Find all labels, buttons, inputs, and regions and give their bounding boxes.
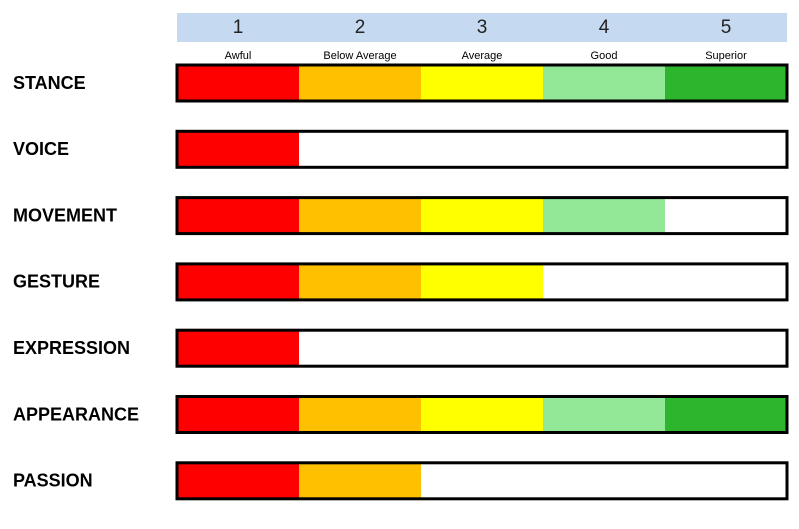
bar-segment <box>177 396 299 433</box>
bar-segment <box>543 65 665 101</box>
header-cell <box>177 13 299 42</box>
header-cell <box>543 13 665 42</box>
level-label: Superior <box>705 50 747 62</box>
header-cell <box>665 13 787 42</box>
bar-segment <box>299 462 421 499</box>
x-tick-label: 2 <box>355 17 366 38</box>
bar-outline <box>175 328 789 368</box>
bar-outline <box>175 262 789 302</box>
bar-outline <box>175 395 789 434</box>
x-tick-label: 3 <box>477 17 488 38</box>
level-label: Good <box>591 50 618 62</box>
bar-segment <box>177 330 299 367</box>
header-cell <box>299 13 421 42</box>
bar-segment <box>421 263 543 300</box>
bar-segment <box>421 396 543 433</box>
category-label: VOICE <box>13 139 69 159</box>
bar-segment <box>177 65 299 101</box>
x-tick-label: 5 <box>721 17 732 38</box>
category-label: PASSION <box>13 471 93 491</box>
bar-segment <box>421 65 543 101</box>
category-label: APPEARANCE <box>13 404 139 424</box>
x-tick-label: 4 <box>599 17 610 38</box>
bar-segment <box>421 197 543 234</box>
level-label: Average <box>462 50 503 62</box>
x-tick-label: 1 <box>233 17 244 38</box>
bar-outline <box>175 196 789 236</box>
bar-segment <box>299 396 421 433</box>
bar-segment <box>177 197 299 234</box>
bar-segment <box>299 263 421 300</box>
bar-outline <box>175 461 789 501</box>
category-label: STANCE <box>13 73 86 93</box>
bar-segment <box>543 197 665 234</box>
bar-segment <box>665 65 787 101</box>
header-cell <box>421 13 543 42</box>
bar-segment <box>177 263 299 300</box>
bar-outline <box>175 129 789 169</box>
level-label: Below Average <box>323 50 396 62</box>
category-label: EXPRESSION <box>13 338 130 358</box>
bar-segment <box>299 65 421 101</box>
bar-segment <box>299 197 421 234</box>
bar-outline <box>175 63 789 103</box>
bar-segment <box>665 396 787 433</box>
bar-segment <box>177 462 299 499</box>
bar-segment <box>177 131 299 168</box>
bar-segment <box>543 396 665 433</box>
level-label: Awful <box>225 50 252 62</box>
category-label: GESTURE <box>13 272 100 292</box>
category-label: MOVEMENT <box>13 205 117 225</box>
